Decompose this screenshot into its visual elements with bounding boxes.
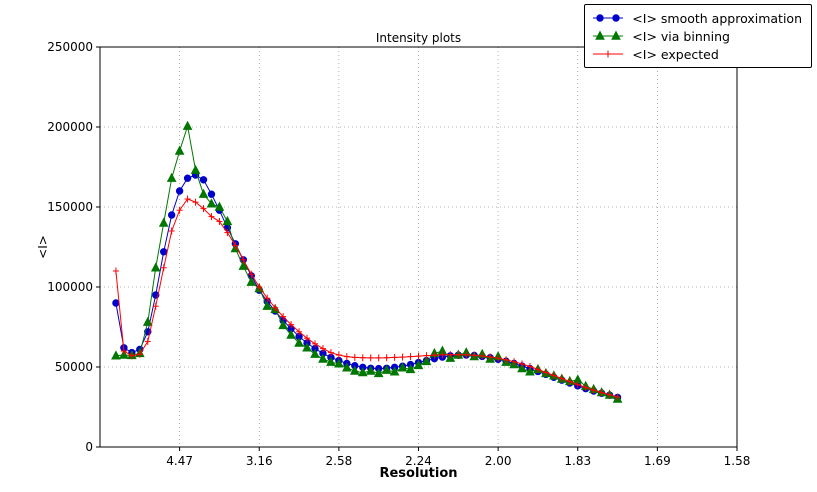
legend-label-smooth: <I> smooth approximation (632, 10, 802, 26)
svg-text:4.47: 4.47 (166, 454, 193, 468)
svg-text:1.58: 1.58 (724, 454, 751, 468)
legend-marker-binning-icon (593, 30, 624, 40)
legend-item-smooth: <I> smooth approximation (591, 9, 802, 27)
svg-text:250000: 250000 (47, 40, 93, 54)
svg-text:0: 0 (85, 440, 93, 454)
svg-text:2.58: 2.58 (326, 454, 353, 468)
svg-text:100000: 100000 (47, 280, 93, 294)
legend-item-binning: <I> via binning (591, 27, 802, 45)
svg-text:150000: 150000 (47, 200, 93, 214)
legend-marker-smooth-icon (593, 14, 624, 22)
y-axis-label: <I> (36, 235, 50, 259)
svg-text:50000: 50000 (55, 360, 93, 374)
legend-item-expected: <I> expected (591, 45, 802, 63)
svg-text:3.16: 3.16 (246, 454, 273, 468)
legend: <I> smooth approximation <I> via binning… (584, 4, 812, 68)
svg-text:1.83: 1.83 (564, 454, 591, 468)
svg-text:1.69: 1.69 (644, 454, 671, 468)
svg-text:2.24: 2.24 (405, 454, 432, 468)
svg-text:2.00: 2.00 (485, 454, 512, 468)
legend-label-expected: <I> expected (632, 46, 719, 62)
x-axis-label: Resolution (379, 466, 458, 481)
legend-label-binning: <I> via binning (632, 28, 730, 44)
chart-title: Intensity plots (375, 31, 462, 45)
svg-text:200000: 200000 (47, 120, 93, 134)
legend-marker-expected-icon (593, 50, 624, 58)
